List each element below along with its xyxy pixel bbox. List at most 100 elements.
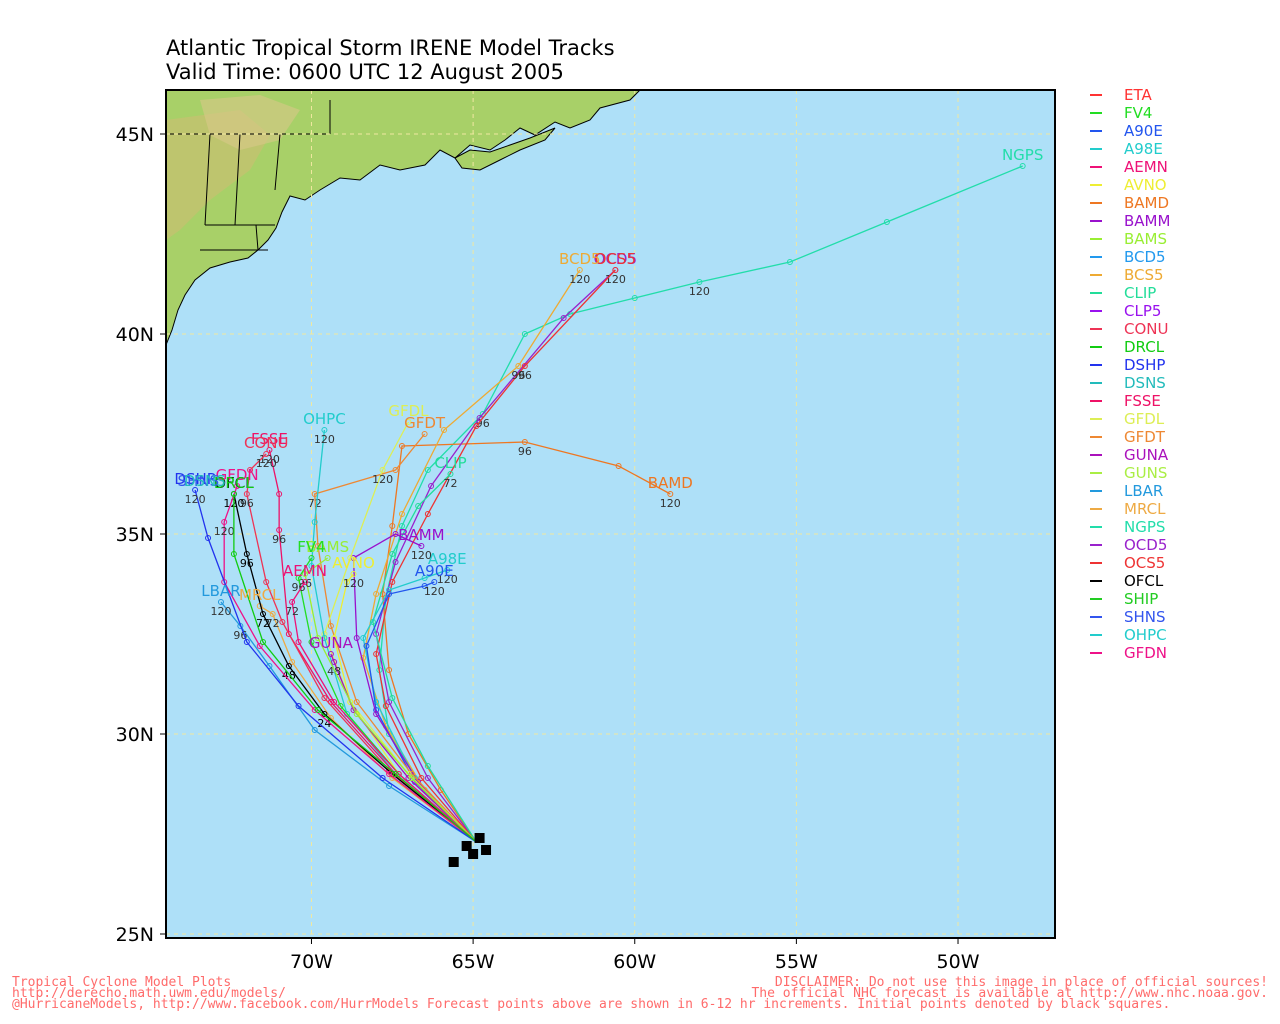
lon-tick-label: 65W — [452, 951, 495, 973]
track-name-label: FSSE — [251, 430, 288, 448]
track-point — [256, 643, 263, 649]
track-name-label: OHPC — [303, 410, 346, 428]
track-point — [321, 695, 328, 701]
forecast-hour-label: 120 — [424, 585, 445, 598]
legend-label: OCD5 — [1124, 536, 1168, 554]
track-point — [382, 703, 389, 709]
legend-swatch — [1090, 490, 1102, 492]
track-point — [243, 639, 250, 645]
landmass-highland — [200, 95, 300, 150]
legend-swatch — [1090, 454, 1102, 456]
lon-tick-label: 60W — [613, 951, 656, 973]
legend-swatch — [1090, 346, 1102, 348]
legend-swatch — [1090, 310, 1102, 312]
track-point — [418, 775, 425, 781]
track-point — [392, 771, 399, 777]
legend-item-dshp: DSHP — [1088, 356, 1278, 374]
track-point — [696, 279, 703, 285]
forecast-hour-label: 96 — [292, 581, 306, 594]
forecast-hour-label: 24 — [317, 717, 331, 730]
track-point — [353, 711, 360, 717]
track-aemn — [291, 581, 477, 843]
grid-lines — [166, 90, 1055, 938]
legend-label: AEMN — [1124, 158, 1168, 176]
forecast-hour-label: 120 — [214, 525, 235, 538]
track-point — [289, 599, 296, 605]
forecast-hour-label: 120 — [256, 457, 277, 470]
track-point — [405, 419, 412, 425]
track-point — [259, 611, 266, 617]
forecast-hour-label: 48 — [327, 665, 341, 678]
track-point — [295, 703, 302, 709]
track-point — [285, 663, 292, 669]
legend-item-mrcl: MRCL — [1088, 500, 1278, 518]
legend-swatch — [1090, 130, 1102, 132]
forecast-hour-label: 120 — [437, 573, 458, 586]
legend-label: A90E — [1124, 122, 1163, 140]
lat-tick-label: 45N — [116, 124, 154, 146]
plot-frame — [165, 89, 1056, 939]
track-point — [418, 543, 425, 549]
legend-label: DRCL — [1124, 338, 1165, 356]
lat-tick-label: 25N — [116, 924, 154, 946]
initial-point-square — [448, 857, 459, 867]
initial-point-square — [461, 841, 472, 851]
track-ocd5 — [375, 269, 616, 843]
legend-label: SHNS — [1124, 608, 1166, 626]
legend-item-ocd5: OCD5 — [1088, 536, 1278, 554]
track-point — [424, 775, 431, 781]
track-gfdn — [223, 485, 477, 843]
track-point — [447, 471, 454, 477]
track-name-label: BAMD — [648, 474, 693, 492]
track-point — [392, 559, 399, 565]
legend-item-bcd5: BCD5 — [1088, 248, 1278, 266]
legend-label: SHIP — [1124, 590, 1159, 608]
track-point — [612, 267, 619, 273]
track-name-label: GFDL — [388, 402, 429, 420]
legend-label: A98E — [1124, 140, 1163, 158]
track-point — [321, 635, 328, 641]
landmass-new-england — [166, 90, 641, 346]
track-name-label: CONU — [244, 434, 288, 452]
legend-item-gfdn: GFDN — [1088, 644, 1278, 662]
track-point — [353, 635, 360, 641]
initial-point-square — [474, 833, 485, 843]
forecast-hour-label: 72 — [256, 617, 270, 630]
track-point — [421, 583, 428, 589]
track-point — [350, 571, 357, 577]
track-point — [263, 579, 270, 585]
initial-point-square — [468, 849, 479, 859]
forecast-hour-label: 96 — [518, 445, 532, 458]
track-point — [266, 447, 273, 453]
track-gfdt — [314, 433, 477, 843]
track-point — [560, 315, 567, 321]
track-point — [269, 611, 276, 617]
legend-swatch — [1090, 616, 1102, 618]
legend-item-conu: CONU — [1088, 320, 1278, 338]
legend-label: DSHP — [1124, 356, 1166, 374]
legend-item-fsse: FSSE — [1088, 392, 1278, 410]
legend-label: BCD5 — [1124, 248, 1166, 266]
title-line-1: Atlantic Tropical Storm IRENE Model Trac… — [166, 36, 615, 60]
legend-label: OHPC — [1124, 626, 1167, 644]
track-point — [234, 483, 241, 489]
legend-swatch — [1090, 400, 1102, 402]
track-point — [295, 575, 302, 581]
track-point — [302, 571, 309, 577]
footer-right-line-2: The official NHC forecast is available a… — [751, 986, 1268, 1001]
track-point — [285, 631, 292, 637]
track-point — [389, 579, 396, 585]
legend-swatch — [1090, 112, 1102, 114]
footer-left-line-3: @HurricaneModels, http://www.facebook.co… — [12, 997, 1171, 1012]
footer-right: DISCLAIMER: Do not use this image in pla… — [751, 976, 1268, 1001]
legend-item-ohpc: OHPC — [1088, 626, 1278, 644]
legend-item-ofcl: OFCL — [1088, 572, 1278, 590]
legend-label: GFDL — [1124, 410, 1165, 428]
track-point — [521, 331, 528, 337]
track-drcl — [233, 494, 477, 843]
track-point — [360, 655, 367, 661]
forecast-hour-label: 72 — [285, 605, 299, 618]
legend-item-bcs5: BCS5 — [1088, 266, 1278, 284]
track-dshp — [194, 489, 477, 843]
